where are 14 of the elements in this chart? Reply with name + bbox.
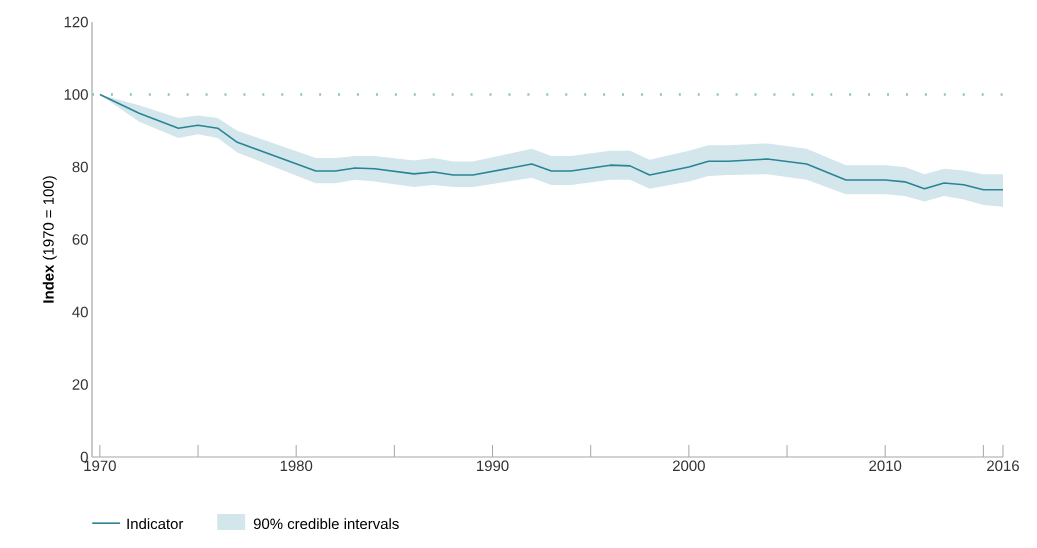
y-tick-label: 120 [64, 16, 88, 28]
x-tick-label: 2016 [987, 460, 1019, 472]
y-axis-title: Index (1970 = 100) [42, 176, 57, 303]
y-tick-label: 60 [72, 234, 88, 245]
legend-label: Indicator [127, 518, 184, 530]
text: 90% credible intervals [253, 518, 399, 530]
x-tick-label: 1990 [477, 460, 509, 472]
y-tick-label: 100 [64, 89, 88, 100]
x-tick-label: 2000 [673, 460, 705, 472]
y-tick-label: 20 [72, 379, 88, 390]
x-tick-label: 2010 [869, 460, 902, 472]
x-tick-label: 1980 [280, 460, 313, 472]
y-tick-label: 40 [72, 306, 88, 318]
y-tick-label: 80 [72, 161, 88, 173]
